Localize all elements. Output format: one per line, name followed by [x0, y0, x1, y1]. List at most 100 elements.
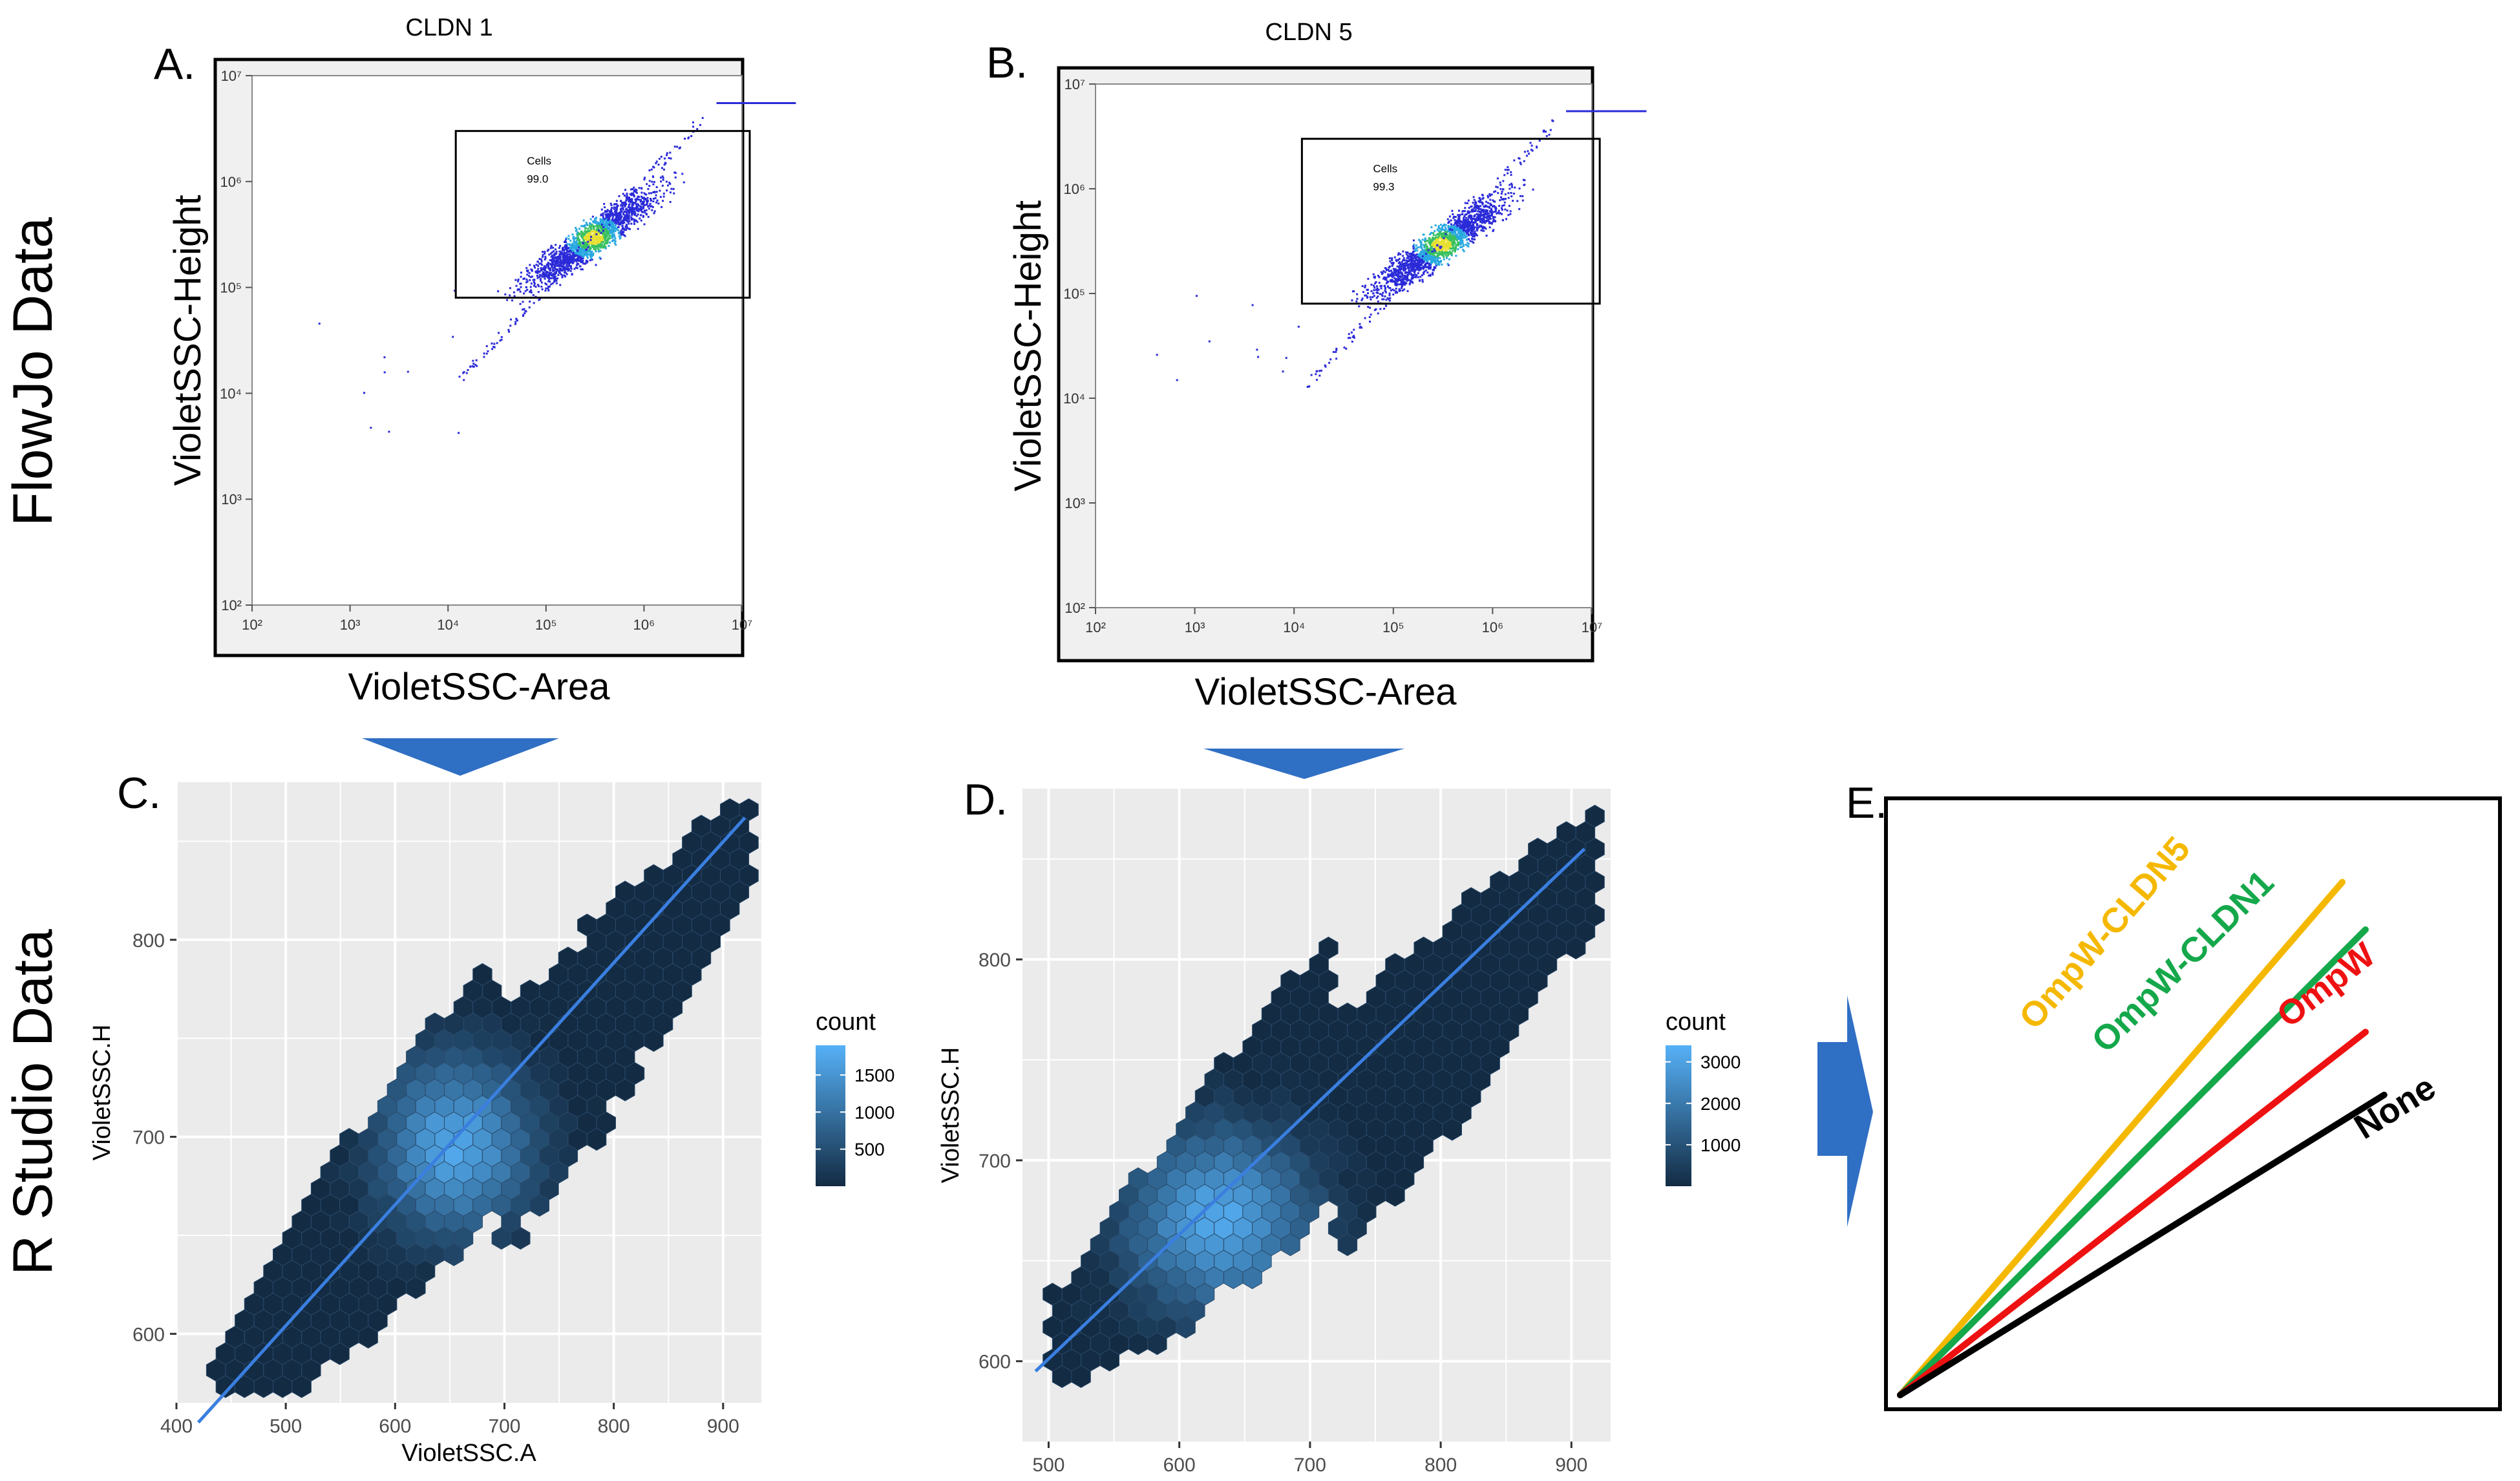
event-dot — [529, 279, 531, 281]
event-dot — [533, 302, 535, 304]
event-dot — [1479, 220, 1481, 223]
event-dot — [1413, 246, 1415, 249]
event-dot — [1454, 232, 1457, 235]
event-dot — [1396, 278, 1399, 281]
event-dot — [559, 244, 562, 247]
event-dot — [533, 279, 536, 281]
event-dot — [1507, 169, 1510, 171]
event-dot — [1420, 266, 1423, 269]
event-dot — [1441, 253, 1444, 256]
event-dot — [1384, 288, 1386, 290]
event-dot — [1453, 225, 1456, 228]
event-dot — [642, 197, 644, 199]
event-dot — [604, 211, 606, 213]
event-dot — [476, 365, 478, 367]
event-dot — [1509, 210, 1512, 213]
event-dot — [555, 271, 557, 273]
event-dot — [463, 379, 465, 381]
event-dot — [1415, 259, 1418, 261]
event-dot — [483, 352, 485, 355]
event-dot — [1385, 304, 1388, 307]
event-dot — [696, 128, 699, 131]
event-dot — [595, 250, 597, 253]
event-dot — [1504, 193, 1507, 196]
event-dot — [1436, 248, 1439, 251]
event-dot — [577, 244, 580, 247]
event-dot — [564, 260, 566, 262]
event-dot — [1429, 273, 1432, 276]
event-dot — [1414, 273, 1417, 276]
event-dot — [1507, 172, 1509, 175]
event-dot — [635, 203, 637, 206]
event-dot — [1471, 234, 1474, 237]
event-dot — [597, 227, 600, 229]
hex-bin — [1176, 1316, 1196, 1339]
event-dot — [1458, 218, 1461, 221]
event-dot — [611, 229, 614, 232]
event-dot — [583, 233, 586, 236]
event-dot — [529, 300, 531, 303]
event-dot — [1431, 240, 1434, 242]
event-dot — [1441, 240, 1444, 242]
event-dot — [1412, 268, 1414, 270]
event-dot — [617, 222, 620, 224]
event-dot — [574, 252, 577, 255]
event-dot — [670, 187, 673, 190]
event-dot — [604, 235, 606, 238]
event-dot — [662, 168, 665, 171]
event-dot — [1449, 226, 1452, 229]
event-dot — [634, 188, 637, 191]
event-dot — [1384, 286, 1386, 289]
event-dot — [1430, 260, 1432, 262]
event-dot — [1422, 257, 1424, 260]
event-dot — [1474, 230, 1476, 233]
event-dot — [558, 265, 560, 268]
event-dot — [652, 165, 655, 168]
event-dot — [598, 222, 601, 224]
outlier-dot — [1251, 304, 1254, 306]
event-dot — [1359, 326, 1361, 329]
event-dot — [1388, 257, 1391, 260]
event-dot — [1408, 271, 1410, 273]
event-dot — [617, 223, 620, 226]
event-dot — [652, 197, 655, 200]
event-dot — [1404, 267, 1406, 270]
event-dot — [630, 201, 632, 204]
x-tick-label: 800 — [598, 1416, 630, 1437]
event-dot — [538, 273, 541, 276]
outlier-dot — [1176, 379, 1178, 381]
event-dot — [593, 218, 596, 220]
event-dot — [1458, 232, 1461, 235]
event-dot — [634, 219, 637, 222]
event-dot — [1443, 258, 1445, 261]
event-dot — [560, 252, 562, 255]
event-dot — [549, 252, 552, 255]
outlier-dot — [383, 371, 386, 374]
x-tick-label: 10³ — [1185, 619, 1205, 635]
event-dot — [536, 284, 539, 286]
event-dot — [1510, 171, 1512, 173]
event-dot — [564, 253, 566, 255]
event-dot — [550, 272, 553, 274]
event-dot — [1393, 281, 1396, 283]
event-dot — [1318, 374, 1321, 377]
event-dot — [1418, 269, 1421, 272]
event-dot — [573, 268, 576, 270]
event-dot — [618, 233, 620, 235]
event-dot — [1416, 256, 1419, 259]
event-dot — [1392, 293, 1395, 296]
event-dot — [1436, 244, 1439, 246]
event-dot — [1461, 231, 1463, 234]
event-dot — [673, 145, 676, 148]
event-dot — [653, 212, 655, 215]
event-dot — [562, 254, 565, 257]
event-dot — [662, 193, 665, 195]
event-dot — [1464, 220, 1466, 222]
event-dot — [586, 257, 589, 259]
event-dot — [1433, 237, 1435, 240]
event-dot — [1472, 202, 1474, 204]
event-dot — [569, 270, 572, 272]
event-dot — [1452, 231, 1454, 234]
event-dot — [636, 220, 639, 223]
